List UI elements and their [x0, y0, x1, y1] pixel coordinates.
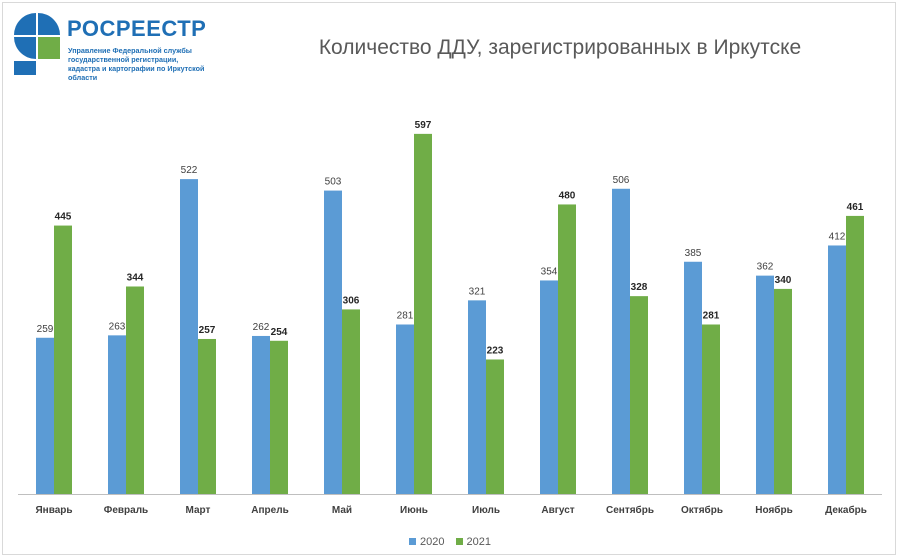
category-label-4: Апрель: [251, 505, 288, 516]
legend-label-2021: 2021: [466, 536, 492, 548]
bar-2021-10: [702, 324, 720, 494]
bar-2021-6: [414, 133, 432, 494]
category-label-7: Июль: [472, 505, 500, 516]
category-label-3: Март: [186, 505, 211, 516]
category-label-8: Август: [541, 505, 574, 516]
bar-2021-1: [54, 225, 72, 494]
bar-2020-11: [756, 275, 774, 494]
bar-2020-12: [828, 245, 846, 494]
data-label-2020-1: 259: [37, 324, 54, 335]
data-label-2020-7: 321: [469, 286, 486, 297]
bar-2021-4: [270, 340, 288, 494]
legend-label-2020: 2020: [419, 536, 445, 548]
category-label-11: Ноябрь: [755, 504, 792, 516]
data-label-2021-8: 480: [559, 190, 576, 201]
logo-subtitle: Управление Федеральной службы государств…: [68, 46, 205, 82]
bar-2021-3: [198, 338, 216, 494]
data-label-2021-5: 306: [343, 295, 360, 306]
data-label-2020-5: 503: [325, 177, 342, 188]
bar-2020-7: [468, 300, 486, 494]
bar-2020-4: [252, 335, 270, 494]
data-label-2021-12: 461: [847, 202, 864, 213]
legend-item-2021: 2021: [455, 536, 492, 548]
bar-2020-1: [36, 337, 54, 494]
category-label-6: Июнь: [400, 505, 428, 516]
bar-2020-3: [180, 179, 198, 494]
data-label-2020-3: 522: [181, 165, 198, 176]
legend-item-2020: 2020: [408, 536, 445, 548]
bar-2020-8: [540, 280, 558, 494]
bar-2021-5: [342, 309, 360, 494]
data-label-2020-2: 263: [109, 321, 126, 332]
bar-2020-6: [396, 324, 414, 494]
bar-2021-2: [126, 286, 144, 494]
data-label-2021-4: 254: [271, 327, 288, 338]
bar-2021-8: [558, 204, 576, 495]
logo-name: РОСРЕЕСТР: [67, 16, 207, 41]
category-label-12: Декабрь: [825, 504, 867, 516]
data-label-2020-8: 354: [541, 266, 558, 277]
bar-2020-9: [612, 188, 630, 494]
data-label-2021-3: 257: [199, 325, 216, 336]
legend-swatch-2020: [408, 538, 416, 545]
category-label-2: Февраль: [104, 505, 148, 516]
category-label-5: Май: [332, 505, 352, 516]
bar-2020-10: [684, 261, 702, 494]
data-label-2021-7: 223: [487, 345, 504, 356]
bar-2021-11: [774, 288, 792, 494]
data-label-2020-6: 281: [397, 310, 414, 321]
bar-2021-7: [486, 359, 504, 494]
data-label-2020-9: 506: [613, 175, 630, 186]
data-label-2020-10: 385: [685, 248, 702, 259]
bar-2021-9: [630, 296, 648, 494]
data-label-2020-4: 262: [253, 322, 270, 333]
data-label-2021-10: 281: [703, 310, 720, 321]
data-label-2021-9: 328: [631, 282, 648, 293]
data-label-2020-11: 362: [757, 262, 774, 273]
category-label-10: Октябрь: [681, 504, 723, 516]
category-label-9: Сентябрь: [606, 504, 654, 516]
data-label-2021-6: 597: [415, 120, 432, 131]
bar-2020-5: [324, 190, 342, 494]
bar-2021-12: [846, 215, 864, 494]
data-label-2021-11: 340: [775, 275, 792, 286]
rosreestr-logo: РОСРЕЕСТР Управление Федеральной службы …: [12, 11, 206, 82]
bar-2020-2: [108, 335, 126, 494]
category-label-1: Январь: [35, 505, 72, 516]
rosreestr-emblem-icon: [14, 13, 60, 75]
data-label-2021-2: 344: [127, 272, 144, 283]
chart-legend: 2020 2021: [0, 536, 900, 548]
legend-swatch-2021: [455, 538, 463, 545]
data-label-2021-1: 445: [55, 212, 72, 223]
chart-title: Количество ДДУ, зарегистрированных в Ирк…: [318, 36, 802, 59]
data-label-2020-12: 412: [829, 231, 846, 242]
